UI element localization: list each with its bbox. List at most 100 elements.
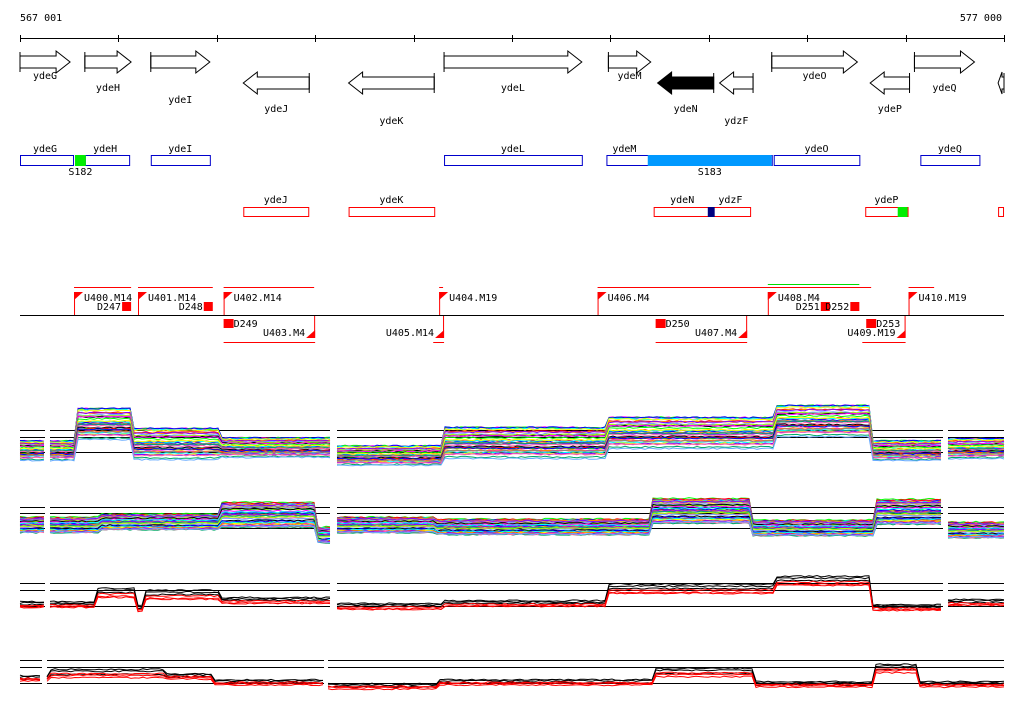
site-marker[interactable] [707, 207, 715, 217]
forward-box-rect[interactable] [20, 155, 75, 166]
expression-trace [337, 412, 942, 453]
upshift-U410.M19[interactable]: U410.M19 [908, 287, 967, 316]
upshift-U405.M14[interactable]: U405.M14 [386, 316, 445, 343]
upshift-label: U408.M4 [778, 293, 820, 304]
expression-trace [336, 580, 942, 610]
gene-arrow-ydeM[interactable]: ydeM [607, 49, 652, 82]
expression-trace [19, 523, 45, 526]
gene-arrow-shape[interactable] [869, 70, 911, 96]
gene-arrow-ydeP[interactable]: ydeP [869, 70, 911, 115]
upshift-U401.M14[interactable]: U401.M14 [137, 287, 213, 316]
gene-label: ydeL [501, 83, 525, 94]
gene-arrow-ydeK[interactable]: ydeK [347, 70, 435, 127]
reverse-box-partial[interactable] [998, 207, 1005, 217]
expression-trace [337, 424, 942, 461]
gene-arrow-ydeL[interactable]: ydeL [443, 49, 583, 94]
gene-arrow-ydeG[interactable]: ydeG [19, 49, 71, 82]
reverse-box-rect[interactable] [243, 207, 310, 217]
upshift-U407.M4[interactable]: U407.M4 [655, 316, 748, 343]
forward-box-ydeI[interactable]: ydeI [150, 144, 211, 166]
forward-box-ydeQ[interactable]: ydeQ [920, 144, 981, 166]
coord-end-label: 577 000 [959, 13, 1002, 24]
forward-box-rect[interactable] [773, 155, 861, 166]
expression-trace [336, 420, 942, 458]
gene-arrow-ydeQ[interactable]: ydeQ [913, 49, 976, 94]
expression-trace [947, 603, 1005, 607]
forward-box-rect[interactable] [444, 155, 583, 166]
reverse-box-ydzF[interactable]: ydzF [710, 195, 752, 217]
gene-arrows-track: ydeG ydeH ydeI ydeJ ydeK ydeL ydeM ydeN ydzF ydeO… [19, 49, 1005, 127]
downshift-D247[interactable]: D247 [97, 302, 132, 313]
site-S183[interactable] [647, 155, 772, 166]
reverse-box-rect[interactable] [653, 207, 712, 217]
downshift-marker [203, 302, 213, 311]
forward-box-rect[interactable] [920, 155, 981, 166]
reverse-box-ydeJ[interactable]: ydeJ [243, 195, 310, 217]
site-marker[interactable] [897, 207, 908, 217]
expression-trace [947, 599, 1005, 602]
gene-arrow-shape[interactable] [913, 49, 976, 75]
gene-arrow-shape[interactable] [656, 70, 715, 96]
downshift-D249[interactable]: D249 [223, 319, 258, 330]
expression-trace [336, 576, 942, 608]
downshift-D251[interactable]: D251 [796, 302, 830, 313]
gene-arrow-shape[interactable] [19, 49, 71, 75]
gene-arrow-shape[interactable] [771, 49, 859, 75]
gene-arrow-shape[interactable] [347, 70, 435, 96]
upshift-flag [74, 292, 84, 300]
expression-trace [49, 420, 331, 451]
upshift-U404.M19[interactable]: U404.M19 [439, 287, 497, 316]
gene-arrow-shape[interactable] [84, 49, 132, 75]
gene-arrow-shape[interactable] [718, 70, 754, 96]
forward-box-label: ydeH [93, 144, 117, 155]
gene-arrow-shape[interactable] [997, 71, 1005, 95]
site-S182[interactable] [75, 155, 86, 166]
gene-arrow-shape[interactable] [607, 49, 652, 75]
forward-box-rect[interactable] [150, 155, 211, 166]
gene-arrow-ydeO[interactable]: ydeO [771, 49, 859, 82]
forward-box-ydeH[interactable]: ydeH [84, 144, 131, 166]
upshift-label: U409.M19 [847, 328, 895, 339]
gene-arrow-partial[interactable] [997, 71, 1005, 95]
forward-box-ydeL[interactable]: ydeL [444, 144, 583, 166]
expression-trace [19, 677, 41, 680]
gene-arrow-ydzF[interactable]: ydzF [718, 70, 754, 127]
reverse-box-ydeP[interactable]: ydeP [865, 195, 909, 217]
downshift-D253[interactable]: D253 [866, 319, 900, 330]
reverse-box-rect[interactable] [998, 207, 1005, 217]
gene-arrow-ydeI[interactable]: ydeI [150, 49, 211, 106]
coordinate-ruler [20, 35, 1005, 42]
gene-arrow-ydeJ[interactable]: ydeJ [242, 70, 310, 115]
gene-arrow-ydeH[interactable]: ydeH [84, 49, 132, 94]
expression-trace [947, 450, 1005, 453]
gene-arrow-ydeN[interactable]: ydeN [656, 70, 715, 115]
upshift-U400.M14[interactable]: U400.M14 [74, 287, 132, 316]
downshift-D252[interactable]: D252 [825, 302, 860, 313]
gene-arrow-shape[interactable] [242, 70, 310, 96]
expression-trace [327, 669, 1005, 689]
expression-trace [336, 435, 942, 467]
expression-trace [947, 598, 1005, 601]
forward-box-ydeO[interactable]: ydeO [773, 144, 861, 166]
reverse-box-rect[interactable] [348, 207, 436, 217]
reverse-box-rect[interactable] [865, 207, 909, 217]
reverse-box-rect[interactable] [710, 207, 752, 217]
reverse-box-ydeK[interactable]: ydeK [348, 195, 436, 217]
upshift-U403.M4[interactable]: U403.M4 [223, 316, 316, 343]
upshift-U408.M4[interactable]: U408.M4 [767, 287, 860, 316]
forward-box-ydeG[interactable]: ydeG [20, 144, 75, 166]
forward-box-rect[interactable] [84, 155, 131, 166]
reverse-box-ydeN[interactable]: ydeN [653, 195, 712, 217]
expression-trace [336, 583, 941, 612]
expression-trace [947, 601, 1005, 605]
upshift-label: U410.M19 [919, 293, 967, 304]
expression-trace [49, 595, 331, 612]
gene-arrow-shape[interactable] [443, 49, 583, 75]
downshift-D248[interactable]: D248 [179, 302, 213, 313]
upshift-U409.M19[interactable]: U409.M19 [847, 316, 906, 343]
upshift-U402.M14[interactable]: U402.M14 [223, 287, 315, 316]
downshift-label: D249 [234, 319, 258, 330]
downshift-D250[interactable]: D250 [655, 319, 690, 330]
gene-arrow-shape[interactable] [150, 49, 211, 75]
